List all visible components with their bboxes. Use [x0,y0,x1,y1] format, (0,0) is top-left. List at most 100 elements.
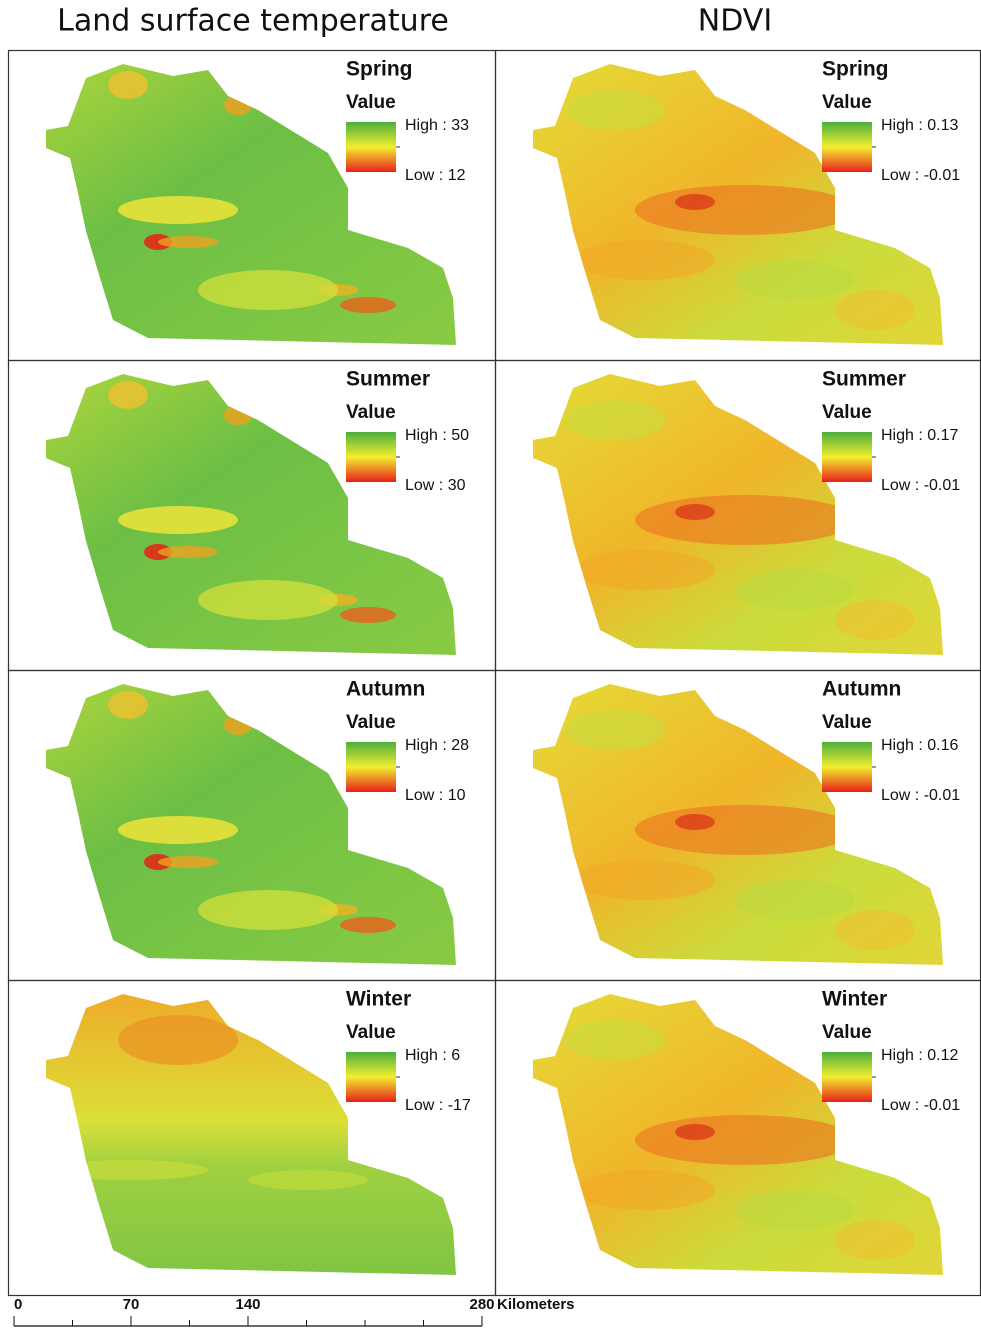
scale-label: 0 [14,1296,22,1313]
map-patch [575,1170,715,1210]
map-patch [575,240,715,280]
legend-ramp [346,122,396,172]
region-map [8,50,488,360]
season-label: Winter [822,988,887,1011]
map-patch [635,1115,855,1165]
map-patch [108,691,148,719]
legend-title: Value [346,1022,396,1043]
legend-high: High : 0.13 [881,117,958,134]
map-patch [198,890,338,930]
map-patch [118,196,238,224]
map-patch [118,506,238,534]
legend-title: Value [346,402,396,423]
legend-title: Value [822,1022,872,1043]
region-map [8,360,488,670]
season-label: Summer [822,368,906,391]
legend-high: High : 0.12 [881,1047,958,1064]
map-panel: Autumn Value High : 0.16 Low : -0.01 [495,670,981,981]
map-fill [8,980,488,1290]
map-patch [835,910,915,950]
region-map [8,980,488,1290]
map-patch [565,90,665,130]
map-patch [108,381,148,409]
region-map [495,360,975,670]
map-patch [675,1124,715,1140]
map-patch [118,1015,238,1065]
legend-ramp [822,742,872,792]
season-label: Summer [346,368,430,391]
map-patch [575,860,715,900]
legend-low: Low : -0.01 [881,787,960,804]
map-patch [340,917,396,933]
map-patch [565,710,665,750]
legend-ramp [822,122,872,172]
legend-title: Value [822,92,872,113]
map-patch [675,504,715,520]
map-patch [735,1190,855,1230]
legend-low: Low : -17 [405,1097,471,1114]
map-patch [565,1020,665,1060]
map-patch [224,405,252,425]
map-patch [635,185,855,235]
scale-label: 70 [123,1296,140,1313]
map-fill [8,670,488,980]
map-patch [158,236,218,248]
season-label: Spring [346,58,413,81]
map-patch [198,580,338,620]
season-label: Autumn [346,678,425,701]
legend-high: High : 0.17 [881,427,958,444]
legend-title: Value [822,712,872,733]
map-panel: Spring Value High : 0.13 Low : -0.01 [495,50,981,361]
legend-high: High : 6 [405,1047,460,1064]
map-patch [835,600,915,640]
scale-label: 140 [235,1296,260,1313]
season-label: Spring [822,58,889,81]
map-patch [675,814,715,830]
map-patch [198,270,338,310]
region-map [495,670,975,980]
legend-ramp [346,1052,396,1102]
map-patch [835,290,915,330]
map-figure: Land surface temperature NDVI Spring Valu… [0,0,981,1331]
map-fill [8,360,488,670]
map-patch [735,260,855,300]
legend-low: Low : 30 [405,477,466,494]
map-patch [675,194,715,210]
map-patch [735,880,855,920]
map-patch [635,805,855,855]
region-map [495,980,975,1290]
map-patch [118,816,238,844]
map-patch [835,1220,915,1260]
map-patch [248,1170,368,1190]
map-panel: Winter Value High : 6 Low : -17 [8,980,496,1296]
map-fill [8,50,488,360]
map-patch [575,550,715,590]
legend-ramp [346,432,396,482]
scale-label: 280 [469,1296,494,1313]
map-patch [565,400,665,440]
legend-low: Low : -0.01 [881,1097,960,1114]
legend-ramp [822,432,872,482]
map-patch [48,1160,208,1180]
legend-high: High : 0.16 [881,737,958,754]
map-patch [635,495,855,545]
map-patch [158,546,218,558]
season-label: Autumn [822,678,901,701]
map-panel: Winter Value High : 0.12 Low : -0.01 [495,980,981,1296]
legend-high: High : 28 [405,737,469,754]
map-patch [224,715,252,735]
season-label: Winter [346,988,411,1011]
region-map [8,670,488,980]
legend-low: Low : 12 [405,167,466,184]
column-title: Land surface temperature [57,4,449,39]
map-patch [735,570,855,610]
legend-low: Low : -0.01 [881,477,960,494]
column-title: NDVI [698,4,772,39]
legend-low: Low : -0.01 [881,167,960,184]
scale-unit: Kilometers [497,1296,575,1313]
map-patch [224,95,252,115]
legend-low: Low : 10 [405,787,466,804]
